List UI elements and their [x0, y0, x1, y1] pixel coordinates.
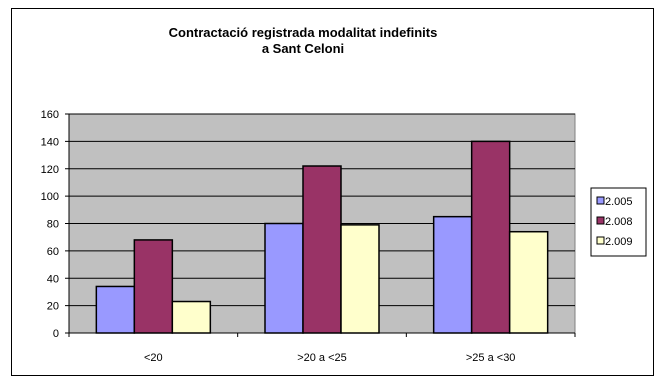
chart-title-line-2: a Sant Celoni	[262, 41, 344, 56]
legend-swatch-2.005	[596, 196, 605, 205]
y-tick-label: 0	[53, 328, 59, 340]
y-tick-label: 60	[47, 246, 59, 258]
y-tick-label: 120	[41, 164, 59, 176]
legend-label: 2.008	[605, 216, 633, 228]
bar-2.008->20 a <25	[302, 165, 342, 334]
x-tick-label: >20 a <25	[297, 352, 347, 364]
bar-2.008-<20	[133, 239, 174, 334]
legend-label: 2.005	[605, 196, 633, 208]
bar-2.009->25 a <30	[508, 230, 549, 334]
legend-swatch-2.008	[596, 216, 605, 225]
y-tick-label: 100	[41, 191, 59, 203]
bar-2.008->25 a <30	[470, 140, 511, 334]
x-tick-label: >25 a <30	[466, 352, 516, 364]
y-tick-label: 140	[41, 136, 59, 148]
chart-title-line-1: Contractació registrada modalitat indefi…	[169, 25, 438, 40]
y-tick-label: 80	[47, 219, 59, 231]
bar-2.009-<20	[171, 300, 212, 334]
x-tick-label: <20	[144, 352, 163, 364]
y-tick-label: 160	[41, 109, 59, 121]
plot-area: 0 20 40 60 80 100 120 140 160 <20 >20 a <25 >25 a <…	[41, 109, 576, 364]
bar-2.005->20 a <25	[264, 222, 304, 334]
bar-2.009->20 a <25	[340, 224, 380, 334]
bar-2.005-<20	[95, 285, 136, 334]
legend: 2.005 2.008 2.009	[590, 187, 647, 257]
y-tick-label: 20	[47, 301, 59, 313]
bar-2.005->25 a <30	[432, 215, 473, 334]
legend-label: 2.009	[605, 236, 633, 248]
y-tick-label: 40	[47, 273, 59, 285]
legend-swatch-2.009	[596, 236, 605, 245]
